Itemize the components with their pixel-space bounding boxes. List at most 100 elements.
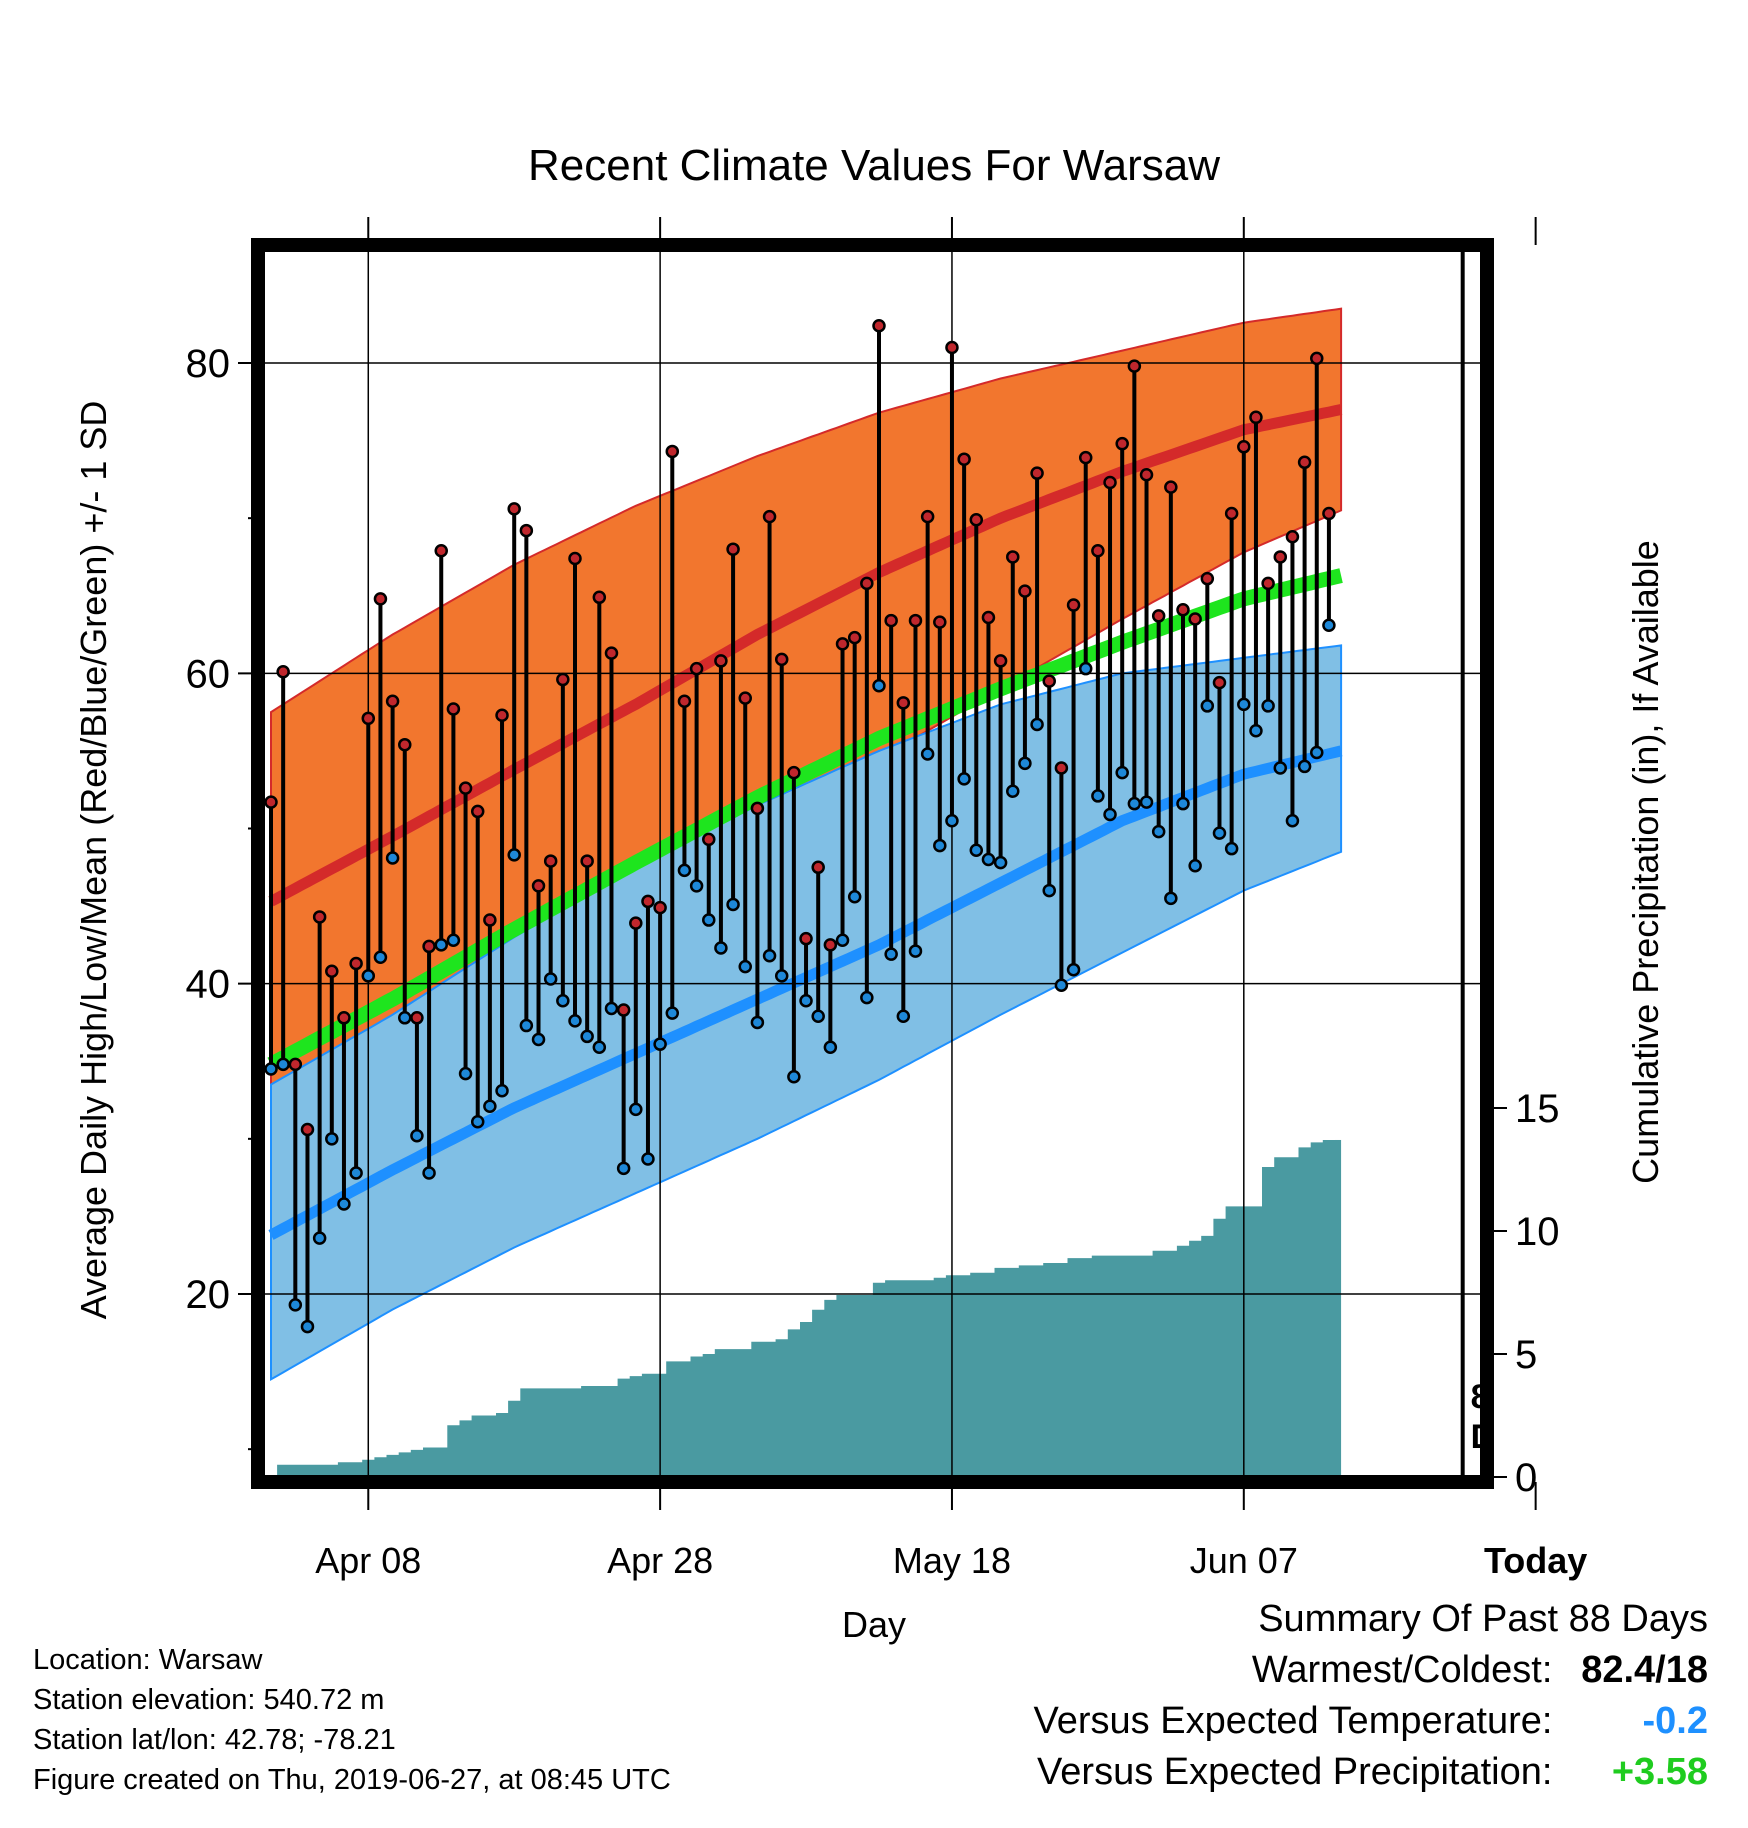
low-point — [1261, 699, 1275, 713]
low-point — [981, 852, 996, 867]
low-point — [556, 993, 570, 1008]
warmest-value: 82.4/18 — [1581, 1649, 1708, 1691]
x-axis-label: Day — [842, 1604, 906, 1645]
low-point — [799, 993, 813, 1008]
high-point — [1151, 609, 1166, 623]
high-point — [483, 913, 497, 927]
high-point — [325, 964, 339, 979]
high-point — [1285, 530, 1300, 544]
y-tick-label: 60 — [186, 652, 231, 696]
high-point — [823, 938, 838, 952]
high-point — [604, 646, 619, 660]
high-point — [726, 542, 740, 556]
high-point — [543, 854, 558, 868]
high-point — [774, 652, 789, 667]
high-point — [410, 1011, 424, 1025]
low-point — [543, 972, 558, 986]
low-point — [1018, 756, 1032, 771]
high-point — [1042, 674, 1056, 688]
high-point — [276, 665, 290, 679]
high-point — [458, 781, 473, 795]
low-point — [969, 843, 984, 857]
low-point — [1066, 962, 1081, 977]
low-point — [312, 1231, 327, 1245]
plot-area: 86 Days 20 40 60 80 0 5 10 15 Apr 08 Apr 28 May 18 Ju… — [186, 217, 1587, 1581]
low-point — [762, 948, 777, 963]
high-point — [288, 1057, 303, 1072]
high-point — [361, 711, 376, 726]
low-point — [1151, 824, 1166, 839]
high-point — [860, 576, 874, 591]
low-point — [276, 1057, 290, 1072]
low-point — [860, 990, 874, 1005]
low-point — [1164, 891, 1178, 906]
high-point — [556, 672, 570, 687]
y2-tick-label: 15 — [1515, 1087, 1560, 1131]
low-point — [957, 772, 971, 786]
low-point — [531, 1032, 546, 1047]
low-point — [665, 1006, 680, 1020]
high-point — [1273, 550, 1288, 564]
plot-content: 86 Days — [258, 245, 1487, 1482]
high-point — [750, 801, 765, 816]
x-tick-label: Apr 28 — [607, 1540, 713, 1581]
high-point — [264, 795, 278, 809]
low-point — [738, 959, 752, 974]
high-point — [908, 613, 923, 628]
low-point — [325, 1132, 339, 1146]
high-point — [1310, 351, 1324, 366]
high-point — [1127, 359, 1142, 373]
low-point — [264, 1062, 278, 1076]
low-point — [1042, 883, 1056, 898]
high-point — [945, 340, 959, 355]
low-point — [483, 1099, 497, 1113]
low-point — [288, 1298, 303, 1312]
low-point — [373, 950, 388, 965]
high-point — [896, 696, 911, 710]
low-point — [410, 1128, 424, 1143]
low-point — [1188, 858, 1202, 873]
y2-tick-label: 10 — [1515, 1210, 1560, 1254]
low-point — [641, 1152, 655, 1166]
high-point — [1103, 475, 1117, 490]
low-point — [592, 1040, 607, 1055]
low-point — [1054, 978, 1069, 992]
low-point — [933, 838, 947, 853]
high-point — [422, 939, 436, 954]
high-point — [1078, 450, 1093, 465]
high-point — [507, 502, 521, 516]
low-point — [908, 944, 923, 958]
y-tick-label: 80 — [186, 342, 231, 386]
high-point — [398, 737, 412, 752]
low-point — [398, 1011, 412, 1025]
station-info: Location: Warsaw Station elevation: 540.… — [33, 1640, 671, 1800]
summary-heading: Summary Of Past 88 Days — [1258, 1598, 1708, 1640]
high-point — [1030, 466, 1044, 480]
high-point — [1018, 584, 1032, 598]
high-point — [1006, 550, 1020, 564]
high-point — [1139, 467, 1154, 482]
high-point — [373, 592, 388, 606]
chart-title: Recent Climate Values For Warsaw — [528, 141, 1220, 190]
high-point — [884, 613, 898, 628]
low-point — [884, 947, 898, 961]
precip-extension — [1335, 1139, 1342, 1477]
high-point — [653, 900, 667, 915]
high-point — [1176, 602, 1190, 617]
elevation-text: Station elevation: 540.72 m — [33, 1684, 385, 1716]
high-point — [1297, 455, 1312, 470]
low-point — [1310, 745, 1324, 760]
y2-tick-label: 0 — [1515, 1456, 1537, 1500]
high-point — [531, 879, 546, 893]
high-point — [1054, 761, 1069, 775]
low-point — [1237, 697, 1251, 712]
high-point — [495, 708, 509, 722]
high-point — [446, 702, 461, 716]
high-point — [993, 654, 1008, 668]
low-point — [653, 1037, 667, 1051]
high-point — [1066, 598, 1081, 612]
low-point — [1322, 618, 1336, 632]
mean-normal-line — [267, 568, 1343, 1071]
high-point — [738, 691, 752, 705]
high-point — [799, 931, 813, 946]
